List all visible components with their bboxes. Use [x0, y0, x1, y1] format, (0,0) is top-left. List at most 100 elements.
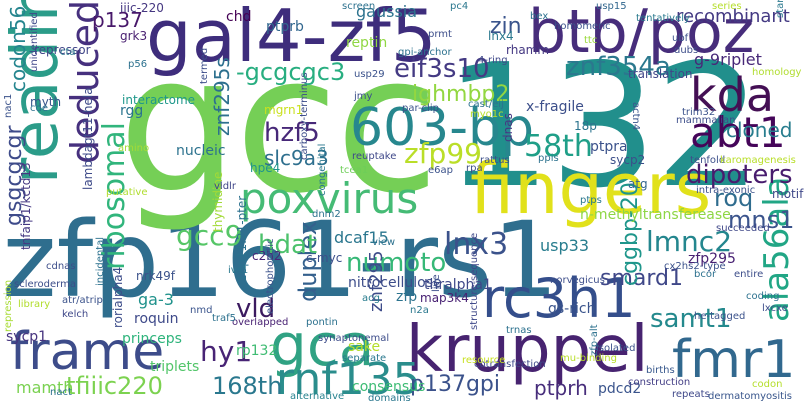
word-repressor: repressor [34, 43, 91, 57]
word-x-fragile: x-fragile [526, 99, 584, 115]
word-consensus: consensus [352, 379, 426, 395]
word-synaptonemal: synaptonemal [318, 333, 390, 344]
word-grk3: grk3 [120, 29, 148, 43]
word-mu-binding: mu-binding [560, 353, 617, 364]
word-n2a: codon [752, 379, 783, 390]
word-ptpra: ptpra [590, 139, 628, 155]
word-p56: p56 [128, 59, 148, 70]
word-ptprh: ptprh [534, 376, 588, 400]
word-rgg: rgg [120, 103, 144, 119]
word-c-myc: c-myc [306, 251, 343, 265]
word-he-tagged: zfp-alt [589, 324, 600, 356]
word-lmnc2: lmnc2 [646, 225, 733, 258]
word-construction: construction [628, 377, 691, 388]
word-kda: kda [690, 68, 775, 122]
word-series: series [712, 1, 742, 12]
word-rpa: rpa [466, 163, 483, 174]
word-pok: lxcxe [762, 303, 788, 314]
word-start: start [775, 0, 786, 18]
word-18p: 18p [574, 119, 597, 133]
word-hdat: hdat [258, 230, 318, 260]
word-homomeric: homomeric [554, 21, 611, 32]
word-reptin: reptin [346, 35, 388, 51]
word-pontin: pontin [306, 317, 338, 328]
word-nucleic: nucleic [176, 143, 226, 159]
word-rp132: rp132 [236, 343, 278, 359]
word-samt1: samt1 [650, 304, 732, 334]
word-cde: cde [30, 103, 48, 114]
word-rorialpha4: rorialpha4 [111, 266, 125, 328]
word-mutant: par-clip [402, 103, 439, 114]
word-amino: amino [118, 143, 150, 154]
word-58th: 58th [524, 129, 593, 164]
word-zfp161-rs1: zfp161-rs1 [2, 199, 559, 321]
word-actn4: actn4 [630, 102, 641, 131]
word-g-9riplet: g-9riplet [694, 50, 762, 69]
word-lambdagt11-hela: lambdagt11-hela [81, 87, 95, 190]
word-mgrn1: mgrn1 [264, 103, 304, 117]
word-eif3s10: eif3s10 [394, 54, 490, 84]
word-domains: domains [368, 393, 411, 404]
word-18p11-21-pter: 18p11.21-pter [235, 195, 249, 282]
word-recombinant: recombinant [676, 6, 790, 27]
word-znf295s: znf295s [210, 57, 234, 136]
word-myo1c: myo1c [470, 109, 504, 120]
word-p137gpi: p137gpi [410, 372, 500, 397]
word-gcc: gcc [118, 14, 440, 235]
word-rhamm: rhamm [506, 43, 550, 57]
word-e6ap: e6ap [428, 165, 453, 176]
word-succeeded: succeeded [716, 223, 770, 234]
word-dnas: dnas [501, 113, 515, 142]
word-sycp1: sycp1 [6, 329, 48, 345]
word-rattus: rattus [480, 155, 510, 166]
word-smard1: smard1 [600, 266, 683, 291]
word-znf354a: znf354a [566, 52, 671, 82]
word-chd: chd [226, 9, 252, 25]
word-4-ring: 4-ring [478, 55, 508, 66]
word-bex: bex [530, 11, 549, 22]
word-unidentified: unidentified [29, 12, 40, 72]
word-intra-exonic: intra-exonic [696, 185, 756, 196]
word-cx2hs2-type: live [431, 274, 442, 292]
word-sycp2: sycp2 [610, 153, 646, 167]
word-btb-poz: btb/poz [528, 0, 755, 67]
word-hzf5: hzf5 [264, 118, 320, 148]
word-cloned: cloned [726, 118, 793, 142]
word-gal4-zf5: gal4-zf5 [146, 0, 437, 78]
word-c2h2: c2h2 [252, 249, 282, 263]
word-gfp: nact [50, 387, 72, 398]
word-vld: vld [236, 294, 276, 324]
word-tnfaip1-kctd13: tnfaip1/kctd13 [19, 162, 33, 250]
word-lnx3: lnx3 [444, 227, 509, 262]
word-ga-3: ga-3 [138, 290, 174, 309]
word-map3k4: map3k4 [420, 291, 469, 305]
word-trnas: trnas [506, 325, 532, 336]
word-cdnas: cdnas [46, 261, 76, 272]
word-acg: acg [362, 293, 380, 304]
word-incidental: incidental [95, 236, 106, 286]
word-cta: cta [60, 47, 76, 58]
word-mammalian: mammalian [676, 115, 736, 126]
word-separate: separate [342, 353, 387, 364]
word-gcc9: gcc9 [176, 219, 243, 252]
word-translation: translation [628, 67, 693, 81]
word-zin: zin [490, 14, 522, 39]
word-ivs1: ivs1 [228, 265, 249, 276]
word-roquin: roquin [134, 311, 179, 327]
word-slc9a3: slc9a3 [264, 146, 329, 170]
word-603-bp: 603-bp [350, 98, 535, 158]
word-princeps: princeps [122, 331, 182, 347]
word-tfiiic220: tfiiic220 [66, 372, 163, 400]
word-myth: myth [30, 95, 62, 109]
word-mamth: mamth [16, 378, 74, 397]
word-births: births [646, 365, 675, 376]
word-karomagenesis: karomagenesis [720, 155, 796, 166]
word-electrophoretic: electrophoretic [265, 238, 276, 314]
word-view: view [372, 237, 396, 248]
word-bcor: cx2hs2-type [664, 261, 726, 272]
word-live: n2a [410, 305, 429, 316]
word-entire: entire [734, 269, 764, 280]
word-library: library [18, 299, 51, 310]
word-traf5: traf5 [212, 313, 237, 324]
